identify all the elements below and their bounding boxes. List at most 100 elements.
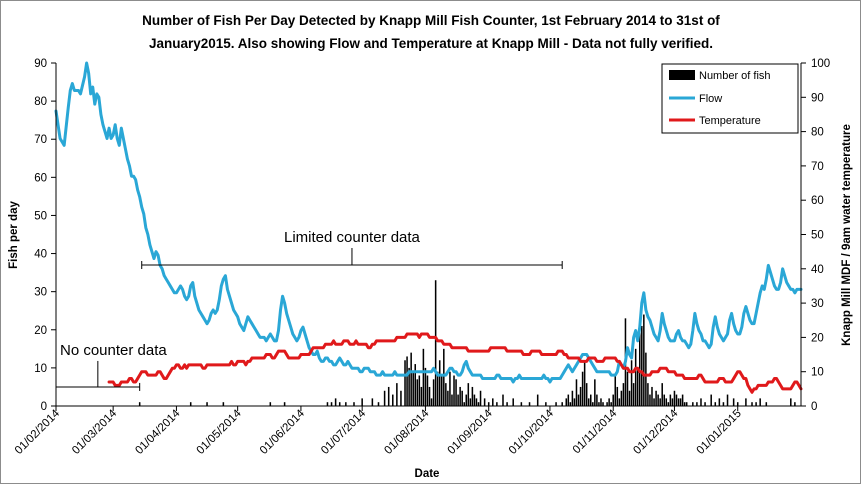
fish-bar	[528, 402, 531, 406]
fish-bar	[371, 398, 374, 406]
left-tick-label: 70	[34, 134, 47, 146]
fish-bar	[453, 375, 455, 406]
x-tick-label: 01/07/2014	[319, 407, 369, 457]
fish-bar	[675, 394, 678, 406]
fish-bar	[618, 398, 621, 406]
fish-bar	[567, 394, 570, 406]
fish-bar	[561, 402, 563, 406]
fish-bar	[422, 348, 425, 406]
x-tick-label: 01/09/2014	[446, 407, 496, 457]
fish-bar	[590, 394, 592, 406]
fish-bar	[630, 360, 633, 406]
fish-bar	[353, 402, 355, 406]
left-tick-label: 50	[34, 210, 47, 222]
fish-bar	[434, 280, 437, 406]
fish-bar	[479, 390, 482, 406]
fish-bar	[428, 386, 431, 406]
fish-bar	[685, 402, 688, 406]
x-tick-label: 01/06/2014	[258, 407, 308, 457]
fish-bar	[222, 402, 225, 406]
fish-bar	[616, 386, 619, 406]
fish-bars-series	[138, 280, 796, 406]
fish-bar	[602, 402, 604, 406]
fish-bar	[573, 398, 576, 406]
fish-bar	[326, 402, 329, 406]
fish-bar	[471, 386, 474, 406]
fish-bar	[206, 402, 208, 406]
fish-bar	[638, 318, 641, 406]
fish-bar	[492, 398, 494, 406]
fish-bar	[512, 398, 514, 406]
fish-bar	[653, 398, 655, 406]
fish-bar	[579, 386, 582, 406]
fish-bar	[594, 379, 596, 406]
fish-bar	[645, 352, 647, 406]
x-tick-label: 01/11/2014	[571, 407, 620, 456]
fish-bar	[657, 394, 659, 406]
flow-line	[54, 61, 803, 384]
fish-bar	[596, 394, 598, 406]
fish-bar	[383, 390, 386, 406]
fish-bar	[410, 352, 412, 406]
chart-title-line1: Number of Fish Per Day Detected by Knapp…	[142, 13, 720, 28]
right-tick-label: 0	[811, 401, 817, 413]
fish-bar	[592, 402, 594, 406]
fish-bar	[732, 398, 735, 406]
fish-bar	[722, 402, 725, 406]
fish-bar	[447, 390, 449, 406]
fish-bar	[569, 402, 572, 406]
x-axis-title: Date	[415, 468, 440, 480]
fish-bar	[700, 398, 702, 406]
fish-bar	[414, 364, 416, 406]
fish-bar	[751, 402, 753, 406]
fish-bar	[473, 394, 476, 406]
fish-bar	[463, 402, 465, 406]
fish-bar	[449, 371, 451, 406]
fish-bar	[445, 383, 447, 406]
left-tick-label: 60	[34, 172, 47, 184]
fish-bar	[406, 356, 408, 406]
fish-bar	[420, 386, 423, 406]
right-tick-label: 90	[811, 92, 824, 104]
fish-bar	[465, 394, 468, 406]
right-tick-label: 60	[811, 195, 824, 207]
fish-bar	[461, 390, 463, 406]
temperature-line	[107, 332, 803, 394]
fish-bar	[536, 394, 539, 406]
fish-bar	[634, 348, 637, 406]
fish-bar	[673, 390, 676, 406]
fish-bar	[565, 398, 568, 406]
fish-bar	[392, 394, 394, 406]
fish-bar	[692, 402, 694, 406]
x-tick-label: 01/03/2014	[70, 407, 120, 457]
legend-flow-label: Flow	[699, 93, 722, 105]
fish-bar	[475, 398, 478, 406]
chart-title-line2: January2015. Also showing Flow and Tempe…	[148, 36, 714, 51]
fish-bar	[636, 367, 639, 406]
fish-bar	[659, 398, 661, 406]
fish-bar	[571, 390, 574, 406]
fish-bar	[416, 379, 419, 406]
left-tick-label: 10	[34, 363, 47, 375]
fish-bar	[502, 394, 504, 406]
fish-bar	[628, 390, 631, 406]
fish-bar	[600, 398, 602, 406]
fish-bar	[704, 402, 706, 406]
fish-bar	[665, 398, 668, 406]
legend-fish-swatch	[669, 70, 695, 80]
fish-bar	[626, 371, 629, 406]
fish-bar	[520, 402, 523, 406]
fish-bar	[477, 402, 480, 406]
fish-bar	[269, 402, 272, 406]
fish-bar	[736, 402, 739, 406]
fish-bar	[794, 402, 796, 406]
fish-bar	[436, 371, 439, 406]
fish-bar	[598, 402, 600, 406]
fish-bar	[467, 383, 470, 406]
x-tick-label: 01/04/2014	[133, 407, 183, 457]
fish-bar	[418, 375, 421, 406]
fish-bar	[612, 394, 614, 406]
right-tick-label: 40	[811, 264, 824, 276]
fish-bar	[451, 394, 453, 406]
